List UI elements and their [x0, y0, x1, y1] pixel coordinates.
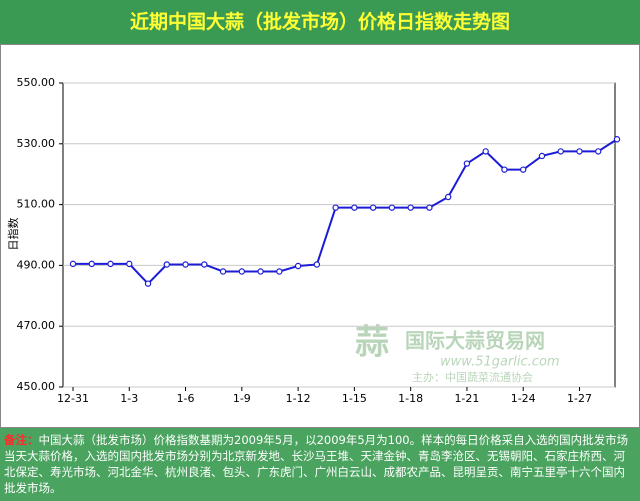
point — [238, 268, 246, 275]
y-tick-label: 490.00 — [17, 258, 56, 271]
point — [144, 280, 152, 287]
x-tick-label: 1-21 — [454, 392, 479, 405]
note-label: 备注： — [4, 433, 39, 447]
point — [294, 262, 302, 270]
point — [407, 204, 414, 211]
point — [369, 204, 377, 211]
watermark: 蒜 国际大蒜贸易网 www.51garlic.com 主办：中国蔬菜流通协会 — [355, 323, 560, 385]
point — [332, 204, 339, 211]
point — [126, 260, 133, 268]
chart: 蒜 国际大蒜贸易网 www.51garlic.com 主办：中国蔬菜流通协会 日… — [0, 44, 640, 428]
point — [444, 193, 452, 201]
x-tick-label: 1-15 — [342, 392, 367, 405]
watermark-icon: 蒜 — [355, 323, 389, 363]
point — [69, 260, 77, 268]
point — [557, 148, 564, 155]
y-tick-label: 510.00 — [17, 198, 56, 211]
y-tick-label: 530.00 — [17, 137, 56, 150]
x-tick-label: 12-31 — [57, 392, 89, 405]
point — [482, 148, 489, 155]
line-series — [73, 138, 618, 286]
x-tick-label: 1-12 — [286, 392, 311, 405]
point — [501, 166, 508, 173]
point — [88, 260, 95, 268]
note-text: 中国大蒜（批发市场）价格指数基期为2009年5月，以2009年5月为100。样本… — [4, 433, 629, 495]
point — [426, 204, 433, 211]
watermark-sponsor: 主办：中国蔬菜流通协会 — [412, 370, 533, 384]
point — [257, 268, 264, 275]
point — [163, 261, 170, 268]
point — [595, 148, 602, 155]
x-tick-label: 1-6 — [177, 392, 195, 405]
y-tick-label: 450.00 — [17, 380, 56, 393]
point — [538, 152, 546, 160]
point — [613, 136, 621, 143]
watermark-url: www.51garlic.com — [440, 355, 560, 370]
point — [107, 260, 114, 268]
point — [276, 268, 283, 275]
footer-note: 备注：中国大蒜（批发市场）价格指数基期为2009年5月，以2009年5月为100… — [0, 428, 640, 501]
point — [201, 261, 208, 268]
point — [463, 160, 471, 167]
point — [351, 204, 358, 211]
x-tick-label: 1-9 — [233, 392, 251, 405]
point — [576, 148, 583, 155]
x-tick-label: 1-27 — [567, 392, 592, 405]
chart-title: 近期中国大蒜（批发市场）价格日指数走势图 — [0, 0, 640, 44]
chart-frame — [0, 44, 640, 428]
x-tick-label: 1-18 — [398, 392, 423, 405]
point — [219, 268, 227, 275]
x-tick-label: 1-24 — [511, 392, 536, 405]
point — [388, 204, 396, 211]
y-axis-label: 日指数 — [6, 218, 20, 251]
point — [182, 261, 189, 268]
point — [313, 261, 321, 268]
point — [520, 166, 527, 173]
watermark-title: 国际大蒜贸易网 — [405, 329, 545, 353]
y-tick-label: 550.00 — [17, 76, 56, 89]
y-tick-label: 470.00 — [17, 319, 56, 332]
x-tick-label: 1-3 — [120, 392, 138, 405]
